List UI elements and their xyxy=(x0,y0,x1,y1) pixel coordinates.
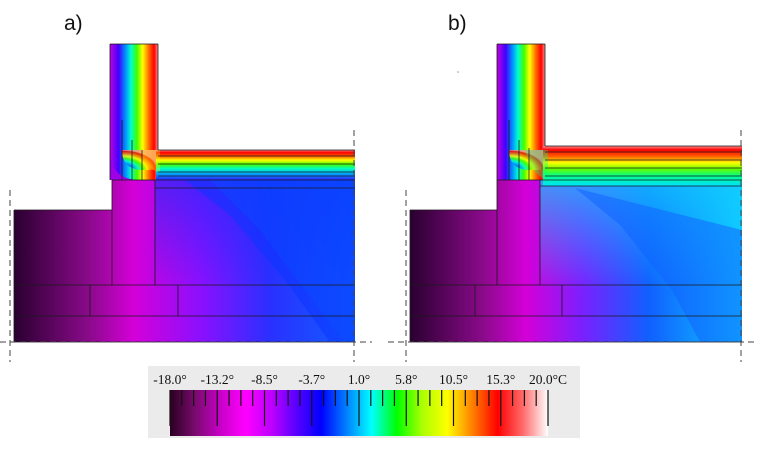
colorbar-tick-label: -13.2° xyxy=(200,372,234,387)
panel-b-label: b) xyxy=(448,12,467,35)
colorbar-tick-label: -18.0° xyxy=(153,372,187,387)
panel-a: a) xyxy=(0,12,372,362)
panel-a-corner xyxy=(110,150,140,180)
colorbar-tick-label: -3.7° xyxy=(298,372,325,387)
stray-dot xyxy=(457,71,459,73)
colorbar-tick-label: 15.3° xyxy=(486,372,515,387)
colorbar-tick-label: 1.0° xyxy=(348,372,370,387)
panel-b-isotherm-band xyxy=(575,188,742,342)
panel-a-isotherm-band xyxy=(185,180,355,342)
panel-a-label: a) xyxy=(64,12,83,35)
panel-a-floor xyxy=(156,150,355,180)
colorbar-tick-label: 5.8° xyxy=(395,372,417,387)
colorbar-tick-label: 10.5° xyxy=(439,372,468,387)
panel-a-boundary-dashes xyxy=(0,130,372,362)
panel-b-floor xyxy=(543,146,742,186)
colorbar-ticks xyxy=(169,390,549,426)
colorbar-tick-label: -8.5° xyxy=(251,372,278,387)
panel-b-construction-lines xyxy=(409,43,742,343)
colorbar-legend: -18.0° -13.2° -8.5° -3.7° 1.0° 5.8° 10.5° 15.3°… xyxy=(148,366,580,438)
colorbar-tick-labels: -18.0° -13.2° -8.5° -3.7° 1.0° 5.8° 10.5° 15.3°… xyxy=(153,372,567,387)
panel-b: b) xyxy=(388,12,758,362)
colorbar-tick-label: 20.0°C xyxy=(529,372,567,387)
panel-b-boundary-dashes xyxy=(388,130,758,362)
